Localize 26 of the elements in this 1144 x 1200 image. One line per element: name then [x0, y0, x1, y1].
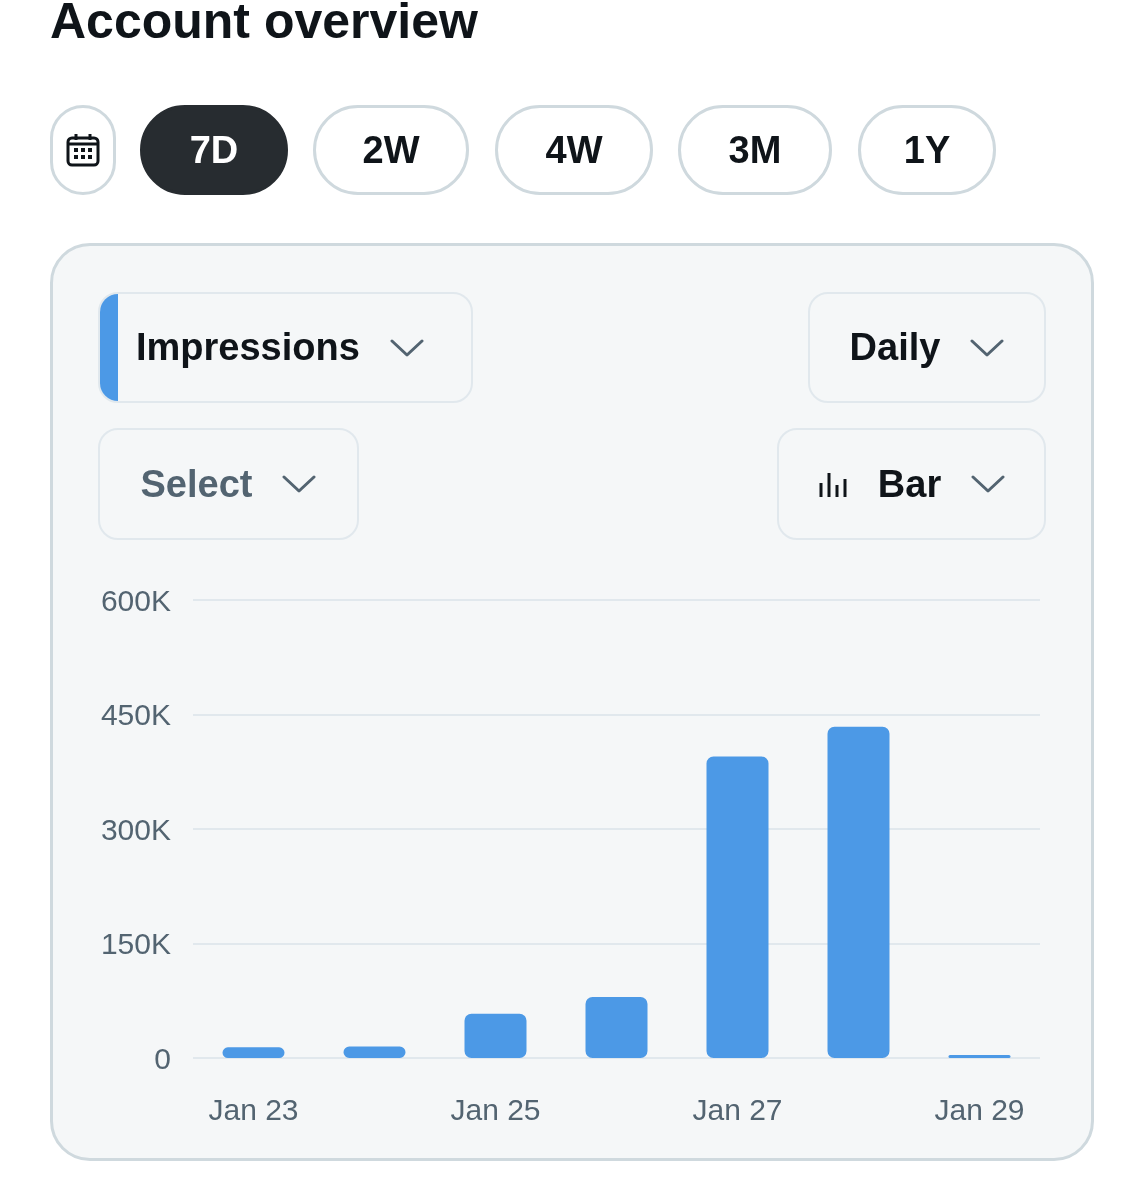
x-tick-label: Jan 27: [692, 1092, 783, 1126]
text: Bar: [877, 462, 942, 506]
text: Impressions: [136, 326, 360, 369]
x-tick-label: Jan 25: [450, 1092, 541, 1126]
y-tick-label: 300K: [100, 812, 171, 846]
y-tick-label: 150K: [100, 927, 171, 960]
text: 4W: [495, 105, 653, 195]
bar: [948, 1054, 1011, 1058]
x-tick-label: Jan 23: [208, 1092, 299, 1126]
y-tick-label: 450K: [100, 698, 171, 731]
y-tick-label: 600K: [100, 583, 171, 617]
bar: [343, 1046, 406, 1058]
bar: [464, 1013, 527, 1058]
bar: [585, 996, 648, 1058]
text: 7D: [140, 105, 288, 195]
text: Daily: [849, 326, 941, 369]
y-tick-label: 0: [154, 1041, 171, 1075]
bar: [222, 1047, 285, 1058]
x-tick-label: Jan 29: [934, 1092, 1025, 1126]
text: 2W: [313, 105, 469, 195]
chart-title: Account overview: [50, 0, 478, 50]
text: Select: [140, 462, 253, 506]
bar: [706, 756, 769, 1058]
text: 3M: [678, 105, 832, 195]
bar: [827, 726, 890, 1058]
text: 1Y: [858, 105, 996, 195]
